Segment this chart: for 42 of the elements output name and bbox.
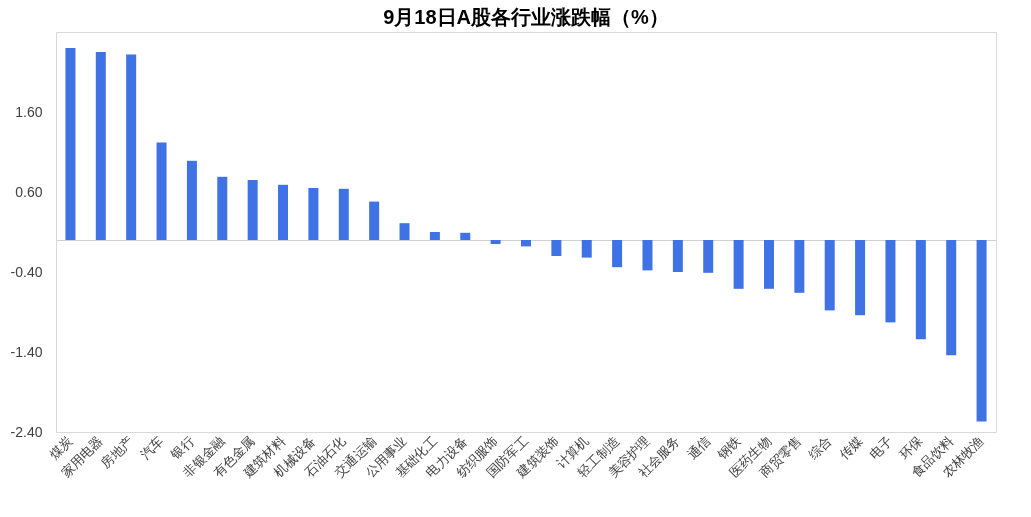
bar xyxy=(217,176,228,240)
bar xyxy=(703,240,714,273)
bar xyxy=(733,240,744,289)
bar xyxy=(521,240,531,247)
bar xyxy=(763,240,774,289)
y-tick-label: -1.40 xyxy=(10,343,43,360)
bar xyxy=(126,54,137,240)
x-tick-label: 通信 xyxy=(684,432,714,462)
bar xyxy=(976,240,987,422)
bar xyxy=(490,240,501,244)
bar xyxy=(794,240,805,293)
bar xyxy=(551,240,562,256)
bar xyxy=(399,223,410,240)
bar xyxy=(612,240,623,268)
x-tick-label: 传媒 xyxy=(836,432,866,462)
bar xyxy=(460,232,471,240)
bar xyxy=(369,201,380,240)
bar xyxy=(95,52,106,240)
bar xyxy=(642,240,653,271)
bar xyxy=(915,240,926,340)
bar xyxy=(278,184,289,240)
bar xyxy=(156,142,167,240)
bar xyxy=(824,240,835,311)
bar xyxy=(429,232,440,240)
y-tick-label: -0.40 xyxy=(10,263,43,280)
bar xyxy=(186,160,197,240)
bar xyxy=(946,240,957,356)
y-tick-label: 0.60 xyxy=(15,183,43,200)
y-tick-label: -2.40 xyxy=(10,423,43,440)
x-tick-label: 综合 xyxy=(805,432,835,462)
bar xyxy=(247,180,258,240)
bar xyxy=(581,240,592,258)
bar xyxy=(885,240,896,323)
y-tick-label: 1.60 xyxy=(15,103,43,120)
x-tick-label: 汽车 xyxy=(137,432,167,462)
chart-title: 9月18日A股各行业涨跌幅（%） xyxy=(383,6,669,28)
bar xyxy=(672,240,683,272)
bar xyxy=(308,188,319,240)
bar xyxy=(338,188,349,240)
x-tick-label: 电子 xyxy=(866,432,896,462)
bar xyxy=(855,240,866,316)
bar xyxy=(65,48,76,240)
